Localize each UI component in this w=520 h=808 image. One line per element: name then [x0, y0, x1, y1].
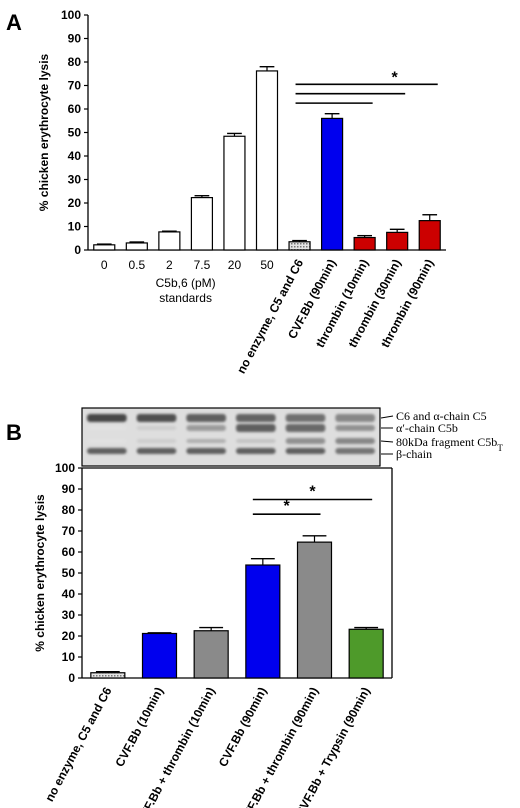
- y-tick-label: 10: [62, 650, 76, 664]
- significance-star-a: *: [392, 69, 399, 86]
- y-tick-label: 100: [61, 8, 81, 22]
- y-tick-label: 0: [68, 671, 75, 685]
- bar-2: [141, 632, 178, 679]
- y-tick-label: 70: [62, 524, 76, 538]
- y-tick-label: 20: [68, 196, 82, 210]
- chart-panel-b: 0 10 20 30 40 50 60 70 80 90 100 % chicken erythroc…: [33, 461, 393, 808]
- gel-band-pointer: [380, 415, 394, 419]
- x-tick-label: 0: [101, 258, 108, 272]
- gel-band-label-4: β-chain: [396, 447, 432, 461]
- bar-9: [353, 236, 376, 251]
- y-axis-label: % chicken erythrocyte lysis: [37, 53, 51, 211]
- gel-band: [87, 439, 127, 443]
- x-category-label: no enzyme, C5 and C6: [42, 685, 114, 804]
- y-axis-label: % chicken erythrocyte lysis: [33, 494, 47, 652]
- y-tick-label: 10: [68, 220, 82, 234]
- gel-band: [136, 448, 177, 454]
- gel-band-pointer: [380, 440, 394, 443]
- bar-1: [90, 672, 126, 679]
- y-tick-label: 80: [68, 55, 82, 69]
- y-tick-label: 40: [62, 587, 76, 601]
- gel-band: [236, 424, 276, 432]
- y-tick-label: 100: [55, 461, 75, 475]
- bar-5: [296, 541, 333, 679]
- bar-10: [386, 231, 409, 251]
- y-tick-label: 80: [62, 503, 76, 517]
- y-tick-label: 30: [68, 173, 82, 187]
- y-tick-label: 50: [68, 126, 82, 140]
- gel-band: [335, 425, 375, 431]
- gel-background: [81, 407, 381, 467]
- bar-1: [93, 244, 116, 251]
- x-tick-label: 20: [228, 258, 242, 272]
- gel-band: [186, 439, 226, 443]
- y-tick-label: 60: [68, 102, 82, 116]
- gel-band: [136, 426, 177, 430]
- x-category-label: CVF.Bb (10min): [112, 685, 166, 769]
- gel-band: [186, 448, 226, 454]
- gel-band: [236, 439, 276, 443]
- x-tick-label: 0.5: [128, 258, 145, 272]
- gel-band-label-1: C6 and α-chain C5: [396, 409, 487, 423]
- gel-band: [335, 438, 375, 444]
- significance-star-b-1: *: [284, 498, 291, 515]
- gel-band: [335, 448, 375, 454]
- y-tick-label: 50: [62, 566, 76, 580]
- gel-band: [285, 438, 326, 444]
- y-tick-label: 90: [68, 32, 82, 46]
- bar-5: [223, 135, 246, 251]
- gel-band: [136, 439, 177, 443]
- y-tick-label: 0: [74, 243, 81, 257]
- y-tick-label: 90: [62, 482, 76, 496]
- y-tick-label: 40: [68, 149, 82, 163]
- gel-band: [236, 448, 276, 454]
- gel-band: [186, 425, 226, 431]
- gel-band: [87, 448, 127, 454]
- y-tick-label: 30: [62, 608, 76, 622]
- gel-band: [285, 448, 326, 454]
- gel-band: [285, 424, 326, 432]
- x-group-label-line-1: C5b,6 (pM): [156, 276, 216, 290]
- gel-band: [186, 414, 226, 422]
- y-tick-label: 20: [62, 629, 76, 643]
- y-tick-label: 70: [68, 79, 82, 93]
- bar-2: [125, 242, 148, 251]
- gel-band: [236, 414, 276, 422]
- significance-star-b-2: *: [309, 484, 316, 501]
- bar-3: [193, 630, 229, 679]
- bar-4: [245, 564, 281, 679]
- bar-6: [348, 628, 384, 679]
- x-tick-label: 2: [166, 258, 173, 272]
- x-tick-label: 50: [260, 258, 274, 272]
- gel-band: [285, 414, 326, 422]
- bar-7: [288, 241, 311, 251]
- x-group-label-line-2: standards: [159, 291, 212, 305]
- bar-4: [190, 196, 214, 251]
- gel-band-label-2: α′-chain C5b: [396, 421, 458, 435]
- bar-3: [158, 231, 181, 251]
- panel-a-letter: A: [6, 10, 22, 35]
- gel-band: [136, 414, 177, 422]
- x-category-label: CVF.Bb (90min): [216, 685, 270, 769]
- gel-band-subscript: T: [497, 443, 503, 453]
- bar-6: [255, 70, 279, 251]
- gel-band-label-3: 80kDa fragment C5bT: [396, 435, 503, 453]
- x-tick-label: 7.5: [194, 258, 211, 272]
- panel-b-letter: B: [6, 420, 22, 445]
- gel-band: [87, 426, 127, 430]
- gel-band: [335, 414, 375, 422]
- bar-11: [418, 220, 441, 251]
- bar-8: [320, 117, 344, 251]
- gel-band: [87, 414, 127, 422]
- y-tick-label: 60: [62, 545, 76, 559]
